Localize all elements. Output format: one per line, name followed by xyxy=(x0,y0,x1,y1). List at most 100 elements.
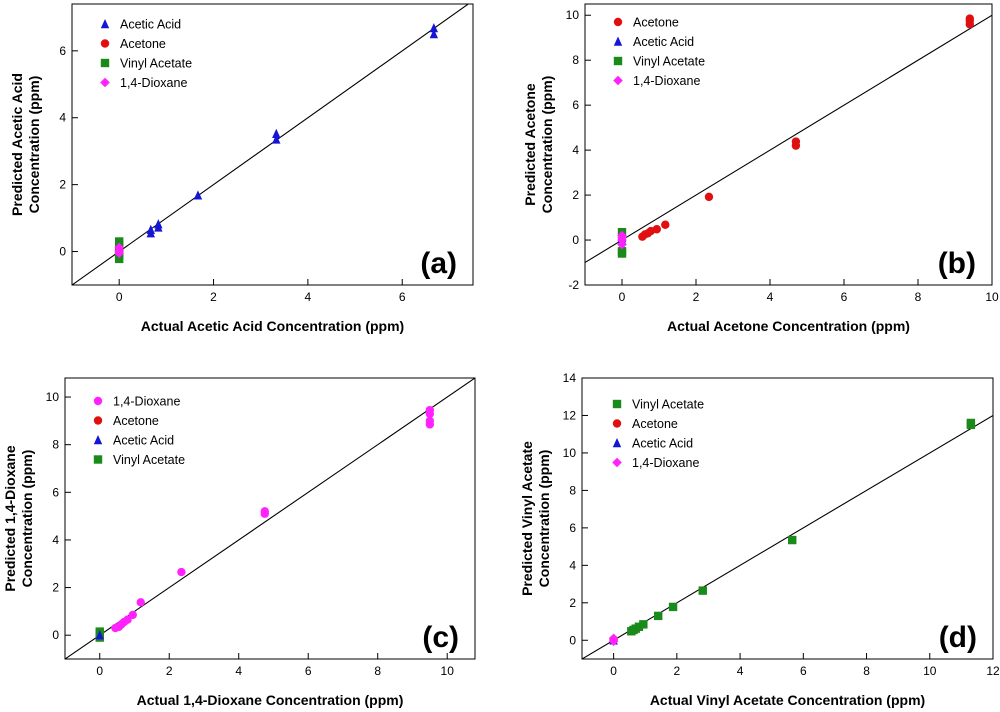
legend-label: 1,4-Dioxane xyxy=(632,456,699,470)
data-point xyxy=(429,29,439,39)
legend-label: 1,4-Dioxane xyxy=(633,74,700,88)
data-point xyxy=(114,248,124,259)
y-tick-label: 12 xyxy=(563,408,577,422)
data-point xyxy=(966,418,976,428)
x-tick-label: 2 xyxy=(210,290,217,304)
y-axis-label: Predicted Acetic Acid xyxy=(9,73,25,216)
y-tick-label: 4 xyxy=(569,558,576,572)
legend-marker xyxy=(612,457,622,468)
y-tick-label: 8 xyxy=(572,53,579,67)
legend-label: Acetone xyxy=(633,16,679,30)
data-point xyxy=(136,598,145,607)
data-point xyxy=(128,610,137,620)
legend-label: Vinyl Acetate xyxy=(113,453,185,467)
legend-label: Vinyl Acetate xyxy=(632,398,704,412)
x-tick-label: 10 xyxy=(441,664,455,678)
legend-label: Vinyl Acetate xyxy=(120,57,192,71)
data-point xyxy=(653,611,663,621)
data-point xyxy=(791,137,801,146)
x-tick-label: 2 xyxy=(674,664,681,678)
x-tick-label: 8 xyxy=(374,664,381,678)
legend-marker xyxy=(93,435,103,445)
legend-label: Acetone xyxy=(113,414,159,428)
legend-label: Acetic Acid xyxy=(632,437,693,451)
y-axis-label: Predicted Acetone xyxy=(522,83,538,206)
y-tick-label: 6 xyxy=(59,44,66,58)
panel-label: (c) xyxy=(422,621,459,654)
data-point xyxy=(788,535,797,545)
chart-panel-a: 0 2 4 6 0 2 4 6 Actual Acetic Acid Concentration… xyxy=(9,3,474,334)
data-point xyxy=(429,23,439,33)
data-point xyxy=(617,239,627,250)
x-tick-label: 6 xyxy=(800,664,807,678)
data-points xyxy=(114,23,439,264)
plot-frame xyxy=(584,3,993,286)
data-point xyxy=(193,190,203,200)
legend-marker xyxy=(93,416,103,425)
y-tick-label: 2 xyxy=(569,596,576,610)
data-point xyxy=(114,254,124,264)
y-tick-label: 6 xyxy=(52,485,59,499)
y-tick-label: 0 xyxy=(59,245,66,259)
data-points xyxy=(617,14,974,258)
data-point xyxy=(634,622,644,631)
panel-label: (a) xyxy=(420,247,457,280)
data-point xyxy=(272,134,281,144)
data-point xyxy=(260,507,269,516)
data-point xyxy=(608,636,619,647)
y-axis-label: Predicted Vinyl Acetate xyxy=(519,441,535,596)
legend-label: Acetone xyxy=(632,417,678,431)
x-tick-label: 6 xyxy=(305,664,312,678)
x-axis-label: Actual Acetic Acid Concentration (ppm) xyxy=(141,318,404,334)
y-tick-label: 6 xyxy=(572,98,579,112)
data-points xyxy=(95,405,435,642)
data-point xyxy=(617,247,627,256)
data-point xyxy=(965,14,974,23)
y-tick-label: 0 xyxy=(569,633,576,647)
legend-marker xyxy=(100,19,110,29)
legend-label: Acetone xyxy=(120,37,166,51)
data-point xyxy=(668,602,678,612)
legend-label: Vinyl Acetate xyxy=(633,55,705,69)
legend-marker xyxy=(613,75,623,86)
x-tick-label: 0 xyxy=(116,290,123,304)
data-point xyxy=(652,225,661,234)
y-tick-label: 0 xyxy=(52,628,59,642)
data-point xyxy=(146,224,155,235)
y-axis-label: Predicted 1,4-Dioxane xyxy=(2,445,18,591)
legend-label: 1,4-Dioxane xyxy=(113,395,180,409)
data-points xyxy=(608,418,976,647)
x-tick-label: 6 xyxy=(399,290,406,304)
data-point xyxy=(698,586,707,595)
data-point xyxy=(639,620,648,629)
legend-marker xyxy=(612,419,622,428)
x-tick-label: 12 xyxy=(986,664,1000,678)
data-point xyxy=(95,630,104,640)
y-axis-label: Concentration (ppm) xyxy=(539,76,555,214)
y-axis-label: Concentration (ppm) xyxy=(536,450,552,588)
data-point xyxy=(617,232,627,243)
y-tick-label: 4 xyxy=(52,533,59,547)
legend-marker xyxy=(612,438,622,448)
panel-label: (b) xyxy=(938,247,976,280)
y-axis-label: Concentration (ppm) xyxy=(26,76,42,214)
data-point xyxy=(177,567,186,577)
legend-marker xyxy=(613,17,623,27)
legend-marker xyxy=(612,399,622,409)
legend-marker xyxy=(100,77,110,88)
legend-marker xyxy=(100,58,110,68)
chart-panel-b: 0 2 4 6 8 10 -2 0 2 4 6 8 10 Actual Acetone Concentra… xyxy=(522,3,999,334)
data-point xyxy=(425,405,435,415)
chart-panel-d: 0 2 4 6 8 10 12 0 2 4 6 8 10 12 14 Actual Vinyl Acetate… xyxy=(519,371,1000,708)
legend-marker xyxy=(613,36,623,46)
y-tick-label: 6 xyxy=(569,521,576,535)
y-tick-label: 4 xyxy=(59,111,66,125)
y-tick-label: 14 xyxy=(563,371,577,385)
legend-marker xyxy=(93,396,103,406)
x-tick-label: 0 xyxy=(610,664,617,678)
plot-frame xyxy=(581,377,994,660)
plot-frame xyxy=(71,3,474,286)
x-tick-label: 4 xyxy=(737,664,744,678)
y-tick-label: 8 xyxy=(569,483,576,497)
y-tick-label: 10 xyxy=(46,390,60,404)
